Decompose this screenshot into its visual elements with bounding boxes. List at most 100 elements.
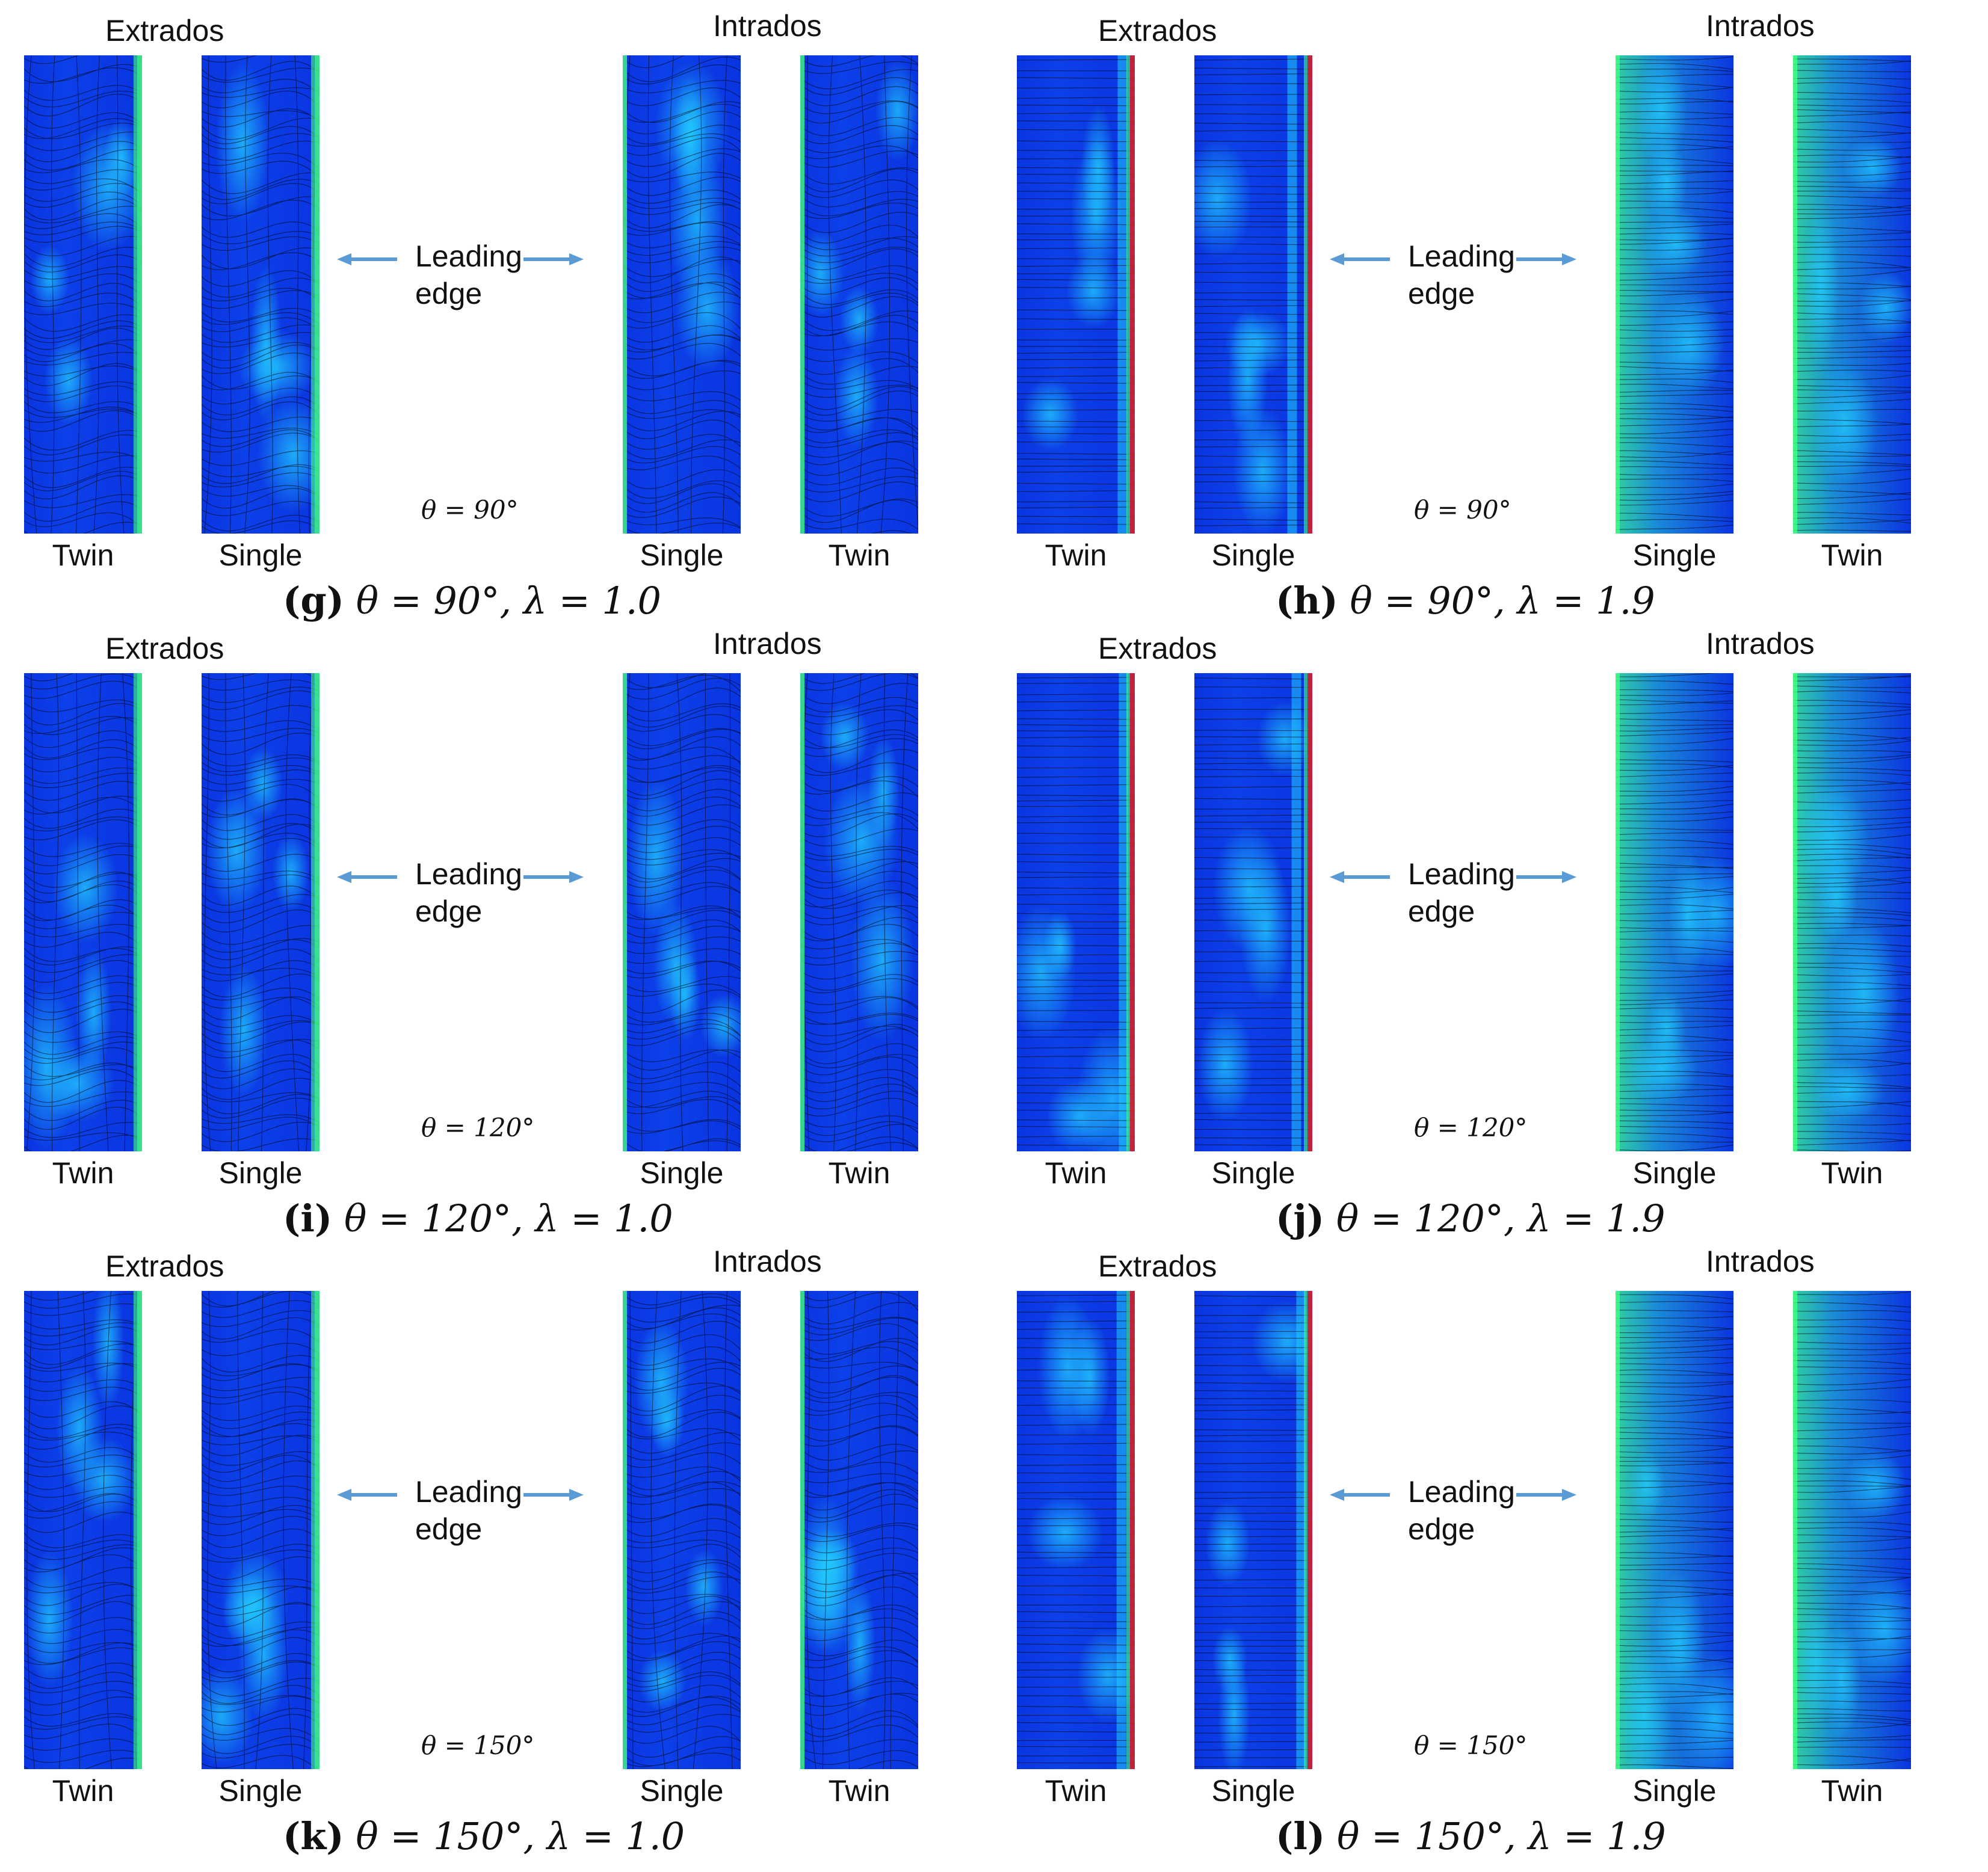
extrados-single-blade <box>202 1291 320 1769</box>
extrados-heading: Extrados <box>105 14 224 48</box>
panel-i: Extrados Intrados Twin Single <box>0 618 993 1241</box>
intrados-single-blade <box>623 55 741 534</box>
arrow-left-icon <box>1330 871 1390 883</box>
leading-edge-label: Leading edge <box>1408 1475 1515 1546</box>
panel-k: Extrados Intrados Twin Single <box>0 1236 993 1859</box>
leading-edge-annotation: Leading edge <box>1312 238 1582 310</box>
intrados-twin-blade-label: Twin <box>828 1156 891 1190</box>
extrados-single-blade <box>202 673 320 1151</box>
arrow-right-icon <box>1516 253 1576 265</box>
extrados-single-blade <box>1194 1291 1312 1769</box>
extrados-single-blade-label: Single <box>1211 538 1295 572</box>
caption-tag: (k) <box>283 1814 344 1858</box>
arrow-right-icon <box>1516 1489 1576 1501</box>
panel-h: Extrados Intrados Twin Single <box>993 0 1986 623</box>
intrados-twin-blade <box>1793 55 1911 534</box>
extrados-twin-blade-label: Twin <box>52 538 114 572</box>
panel-j: Extrados Intrados Twin Single <box>993 618 1986 1241</box>
extrados-single-blade-label: Single <box>218 1156 303 1190</box>
extrados-twin-blade <box>1017 55 1135 534</box>
extrados-single-blade <box>202 55 320 534</box>
extrados-twin-blade <box>24 1291 142 1769</box>
extrados-heading: Extrados <box>1098 1249 1217 1283</box>
intrados-single-blade <box>623 1291 741 1769</box>
panel-caption: (g) θ = 90°, λ = 1.0 <box>283 579 661 623</box>
intrados-twin-blade <box>800 673 918 1151</box>
arrow-right-icon <box>523 253 584 265</box>
intrados-heading: Intrados <box>713 1245 822 1278</box>
intrados-single-blade <box>1616 673 1733 1151</box>
extrados-single-blade-label: Single <box>218 538 303 572</box>
caption-tag: (i) <box>283 1196 333 1240</box>
intrados-single-blade-label: Single <box>640 538 724 572</box>
leading-edge-label: Leading edge <box>415 239 522 310</box>
caption-math: θ = 120°, λ = 1.0 <box>332 1196 673 1240</box>
theta-label: θ = 120° <box>421 1113 535 1142</box>
intrados-single-blade-label: Single <box>640 1156 724 1190</box>
panel-l: Extrados Intrados Twin Single <box>993 1236 1986 1859</box>
theta-label: θ = 90° <box>1414 495 1511 525</box>
intrados-heading: Intrados <box>713 9 822 43</box>
arrow-left-icon <box>337 253 397 265</box>
extrados-twin-blade <box>24 55 142 534</box>
extrados-twin-blade-label: Twin <box>1045 1156 1107 1190</box>
caption-tag: (l) <box>1276 1814 1326 1858</box>
arrow-left-icon <box>1330 1489 1390 1501</box>
extrados-twin-blade <box>1017 1291 1135 1769</box>
intrados-twin-blade <box>800 55 918 534</box>
extrados-single-blade <box>1194 55 1312 534</box>
caption-tag: (j) <box>1276 1196 1325 1240</box>
leading-edge-annotation: Leading edge <box>319 238 590 310</box>
caption-math: θ = 150°, λ = 1.0 <box>344 1814 685 1858</box>
caption-tag: (h) <box>1276 579 1338 623</box>
intrados-heading: Intrados <box>1706 9 1815 43</box>
arrow-right-icon <box>523 871 584 883</box>
panel-caption: (k) θ = 150°, λ = 1.0 <box>283 1814 685 1858</box>
leading-edge-annotation: Leading edge <box>319 1473 590 1546</box>
extrados-heading: Extrados <box>105 1249 224 1283</box>
caption-tag: (g) <box>283 579 345 623</box>
extrados-single-blade-label: Single <box>1211 1156 1295 1190</box>
extrados-heading: Extrados <box>1098 14 1217 48</box>
panel-caption: (j) θ = 120°, λ = 1.9 <box>1276 1196 1665 1240</box>
arrow-right-icon <box>523 1489 584 1501</box>
leading-edge-label: Leading edge <box>1408 239 1515 310</box>
arrow-right-icon <box>1516 871 1576 883</box>
panel-g: Extrados Intrados Twin Single <box>0 0 993 623</box>
intrados-heading: Intrados <box>713 627 822 660</box>
intrados-single-blade <box>1616 1291 1733 1769</box>
caption-math: θ = 150°, λ = 1.9 <box>1325 1814 1666 1858</box>
leading-edge-label: Leading edge <box>1408 857 1515 928</box>
intrados-twin-blade <box>1793 1291 1911 1769</box>
intrados-twin-blade-label: Twin <box>1821 1774 1883 1808</box>
intrados-single-blade-label: Single <box>1632 1156 1717 1190</box>
extrados-single-blade-label: Single <box>1211 1774 1295 1808</box>
arrow-left-icon <box>1330 253 1390 265</box>
intrados-heading: Intrados <box>1706 1245 1815 1278</box>
intrados-twin-blade <box>1793 673 1911 1151</box>
caption-math: θ = 120°, λ = 1.9 <box>1324 1196 1665 1240</box>
leading-edge-label: Leading edge <box>415 1475 522 1546</box>
intrados-twin-blade-label: Twin <box>1821 538 1883 572</box>
panel-caption: (l) θ = 150°, λ = 1.9 <box>1276 1814 1666 1858</box>
intrados-single-blade-label: Single <box>1632 538 1717 572</box>
extrados-single-blade-label: Single <box>218 1774 303 1808</box>
extrados-twin-blade <box>24 673 142 1151</box>
extrados-twin-blade-label: Twin <box>1045 538 1107 572</box>
panel-caption: (h) θ = 90°, λ = 1.9 <box>1276 579 1655 623</box>
caption-math: θ = 90°, λ = 1.0 <box>344 579 662 623</box>
theta-label: θ = 120° <box>1414 1113 1528 1142</box>
panel-caption: (i) θ = 120°, λ = 1.0 <box>283 1196 673 1240</box>
intrados-twin-blade-label: Twin <box>828 1774 891 1808</box>
extrados-heading: Extrados <box>1098 632 1217 665</box>
intrados-single-blade-label: Single <box>640 1774 724 1808</box>
leading-edge-annotation: Leading edge <box>1312 855 1582 928</box>
arrow-left-icon <box>337 1489 397 1501</box>
extrados-heading: Extrados <box>105 632 224 665</box>
extrados-twin-blade-label: Twin <box>1045 1774 1107 1808</box>
theta-label: θ = 150° <box>421 1731 535 1760</box>
theta-label: θ = 90° <box>421 495 519 525</box>
extrados-twin-blade <box>1017 673 1135 1151</box>
extrados-twin-blade-label: Twin <box>52 1156 114 1190</box>
arrow-left-icon <box>337 871 397 883</box>
